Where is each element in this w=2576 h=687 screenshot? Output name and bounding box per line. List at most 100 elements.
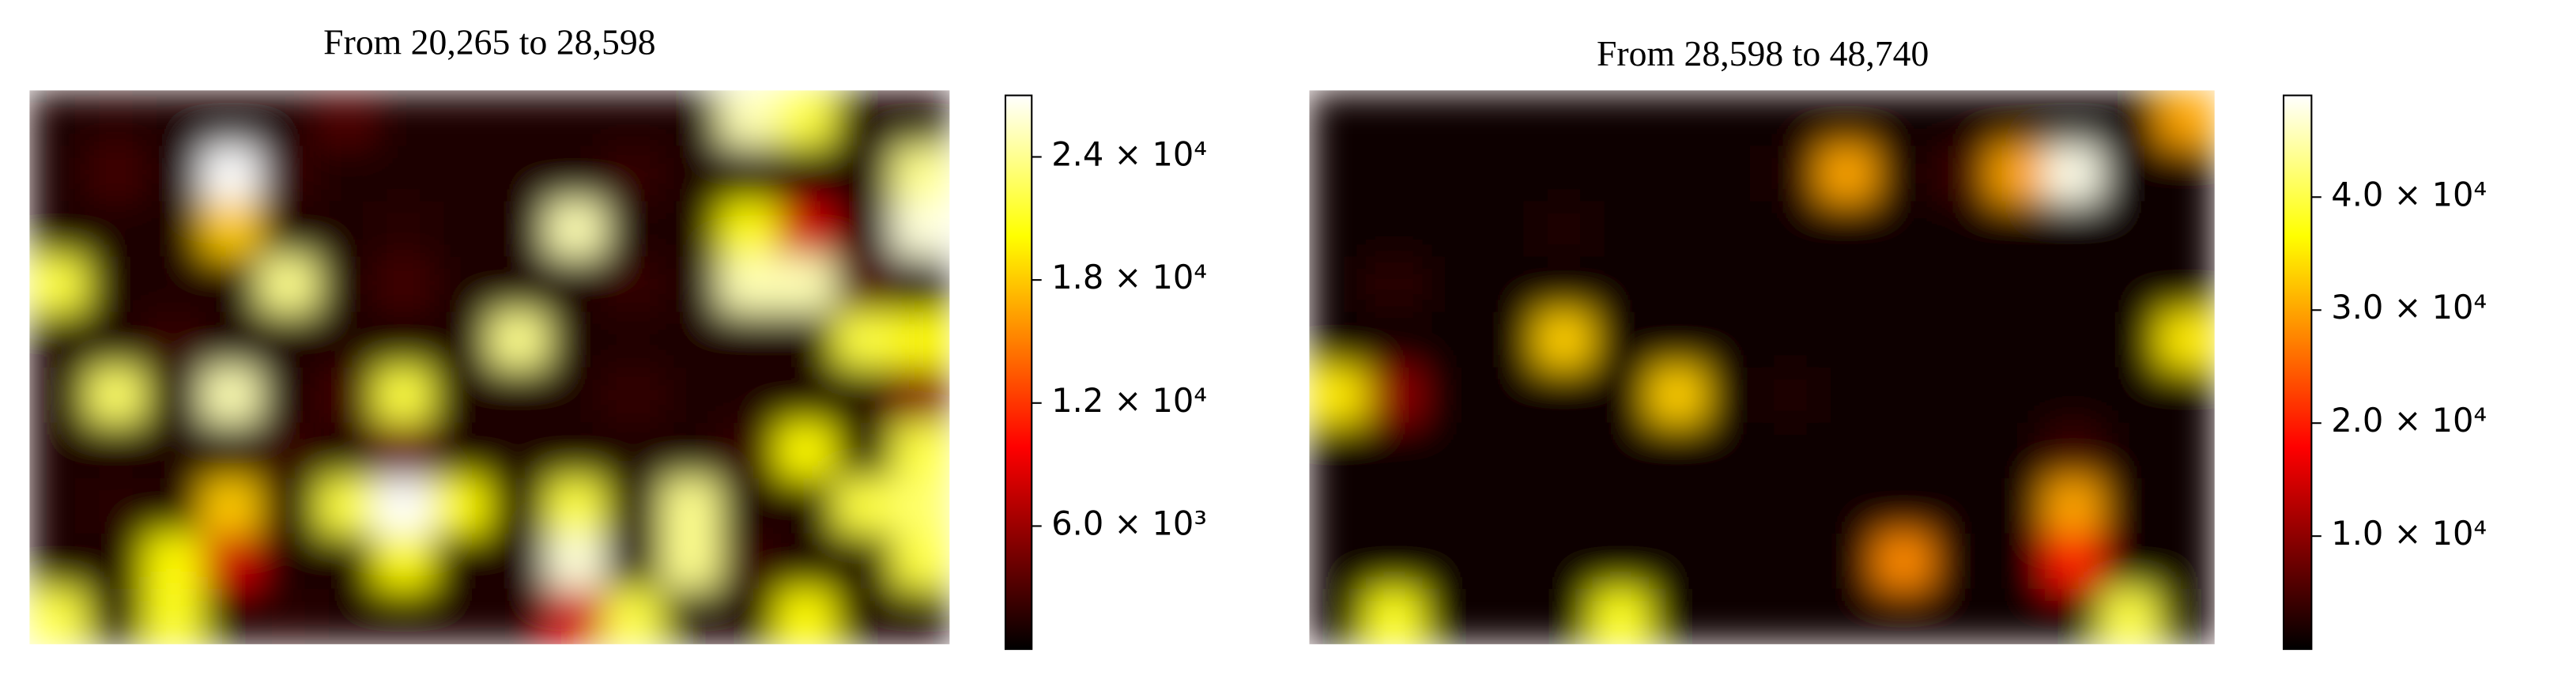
cell xyxy=(1988,145,2046,202)
cell xyxy=(604,478,663,534)
cell xyxy=(202,201,261,258)
cell xyxy=(2101,256,2159,313)
cell xyxy=(1818,367,1876,424)
cell xyxy=(892,588,950,644)
cell xyxy=(259,145,319,202)
cell xyxy=(432,311,491,368)
cell xyxy=(1988,422,2046,479)
cell xyxy=(1762,367,1820,424)
cell xyxy=(317,145,375,202)
cell xyxy=(29,533,89,590)
cell xyxy=(1479,256,1537,313)
cell xyxy=(317,588,375,644)
cell xyxy=(892,478,950,534)
colorbar-tick-label: 6.0 × 10³ xyxy=(1051,504,1207,542)
cell xyxy=(777,367,835,424)
cell xyxy=(29,201,89,258)
cell xyxy=(202,311,261,368)
cell xyxy=(202,367,261,424)
cell xyxy=(2158,311,2215,368)
cell xyxy=(892,367,950,424)
cell xyxy=(202,422,261,479)
cell xyxy=(87,422,145,479)
cell xyxy=(1648,311,1707,368)
cell xyxy=(1762,201,1820,258)
cell xyxy=(719,367,779,424)
cell xyxy=(1875,478,1933,534)
cell xyxy=(144,533,203,590)
cell xyxy=(834,145,893,202)
cell xyxy=(1479,367,1537,424)
cell xyxy=(2158,256,2215,313)
cell xyxy=(834,533,893,590)
cell xyxy=(2045,145,2103,202)
cell xyxy=(432,256,491,313)
cell xyxy=(834,588,893,644)
cell xyxy=(489,201,549,258)
cell xyxy=(374,201,433,258)
cell xyxy=(547,422,605,479)
cell xyxy=(29,422,89,479)
colorbar-tick-label: 3.0 × 10⁴ xyxy=(2331,288,2487,327)
cell xyxy=(834,367,893,424)
cell xyxy=(777,201,835,258)
cell xyxy=(1875,367,1933,424)
cell xyxy=(719,145,779,202)
cell xyxy=(317,201,375,258)
cell xyxy=(1762,311,1820,368)
cell xyxy=(489,422,549,479)
cell xyxy=(547,145,605,202)
cell xyxy=(1309,90,1367,147)
cell xyxy=(2158,533,2215,590)
cell xyxy=(317,422,375,479)
cell xyxy=(1648,533,1707,590)
colorbar-tick-label: 1.8 × 10⁴ xyxy=(1051,258,1207,296)
cell xyxy=(1479,90,1537,147)
cell xyxy=(1931,588,1990,644)
cell xyxy=(29,588,89,644)
cell xyxy=(2045,588,2103,644)
cell xyxy=(1648,588,1707,644)
cell xyxy=(662,90,721,147)
cell xyxy=(374,478,433,534)
cell xyxy=(1479,145,1537,202)
cell xyxy=(1705,256,1763,313)
cell xyxy=(1931,478,1990,534)
cell xyxy=(662,533,721,590)
cell xyxy=(1592,533,1650,590)
cell xyxy=(1875,145,1933,202)
cell xyxy=(719,422,779,479)
cell xyxy=(1875,533,1933,590)
cell xyxy=(1875,422,1933,479)
cell xyxy=(1988,588,2046,644)
cell xyxy=(2045,201,2103,258)
cell xyxy=(87,533,145,590)
cell xyxy=(202,478,261,534)
cell xyxy=(2158,145,2215,202)
cell xyxy=(374,533,433,590)
cell xyxy=(1818,533,1876,590)
heatmap-cells xyxy=(29,90,950,644)
cell xyxy=(144,422,203,479)
cell xyxy=(892,422,950,479)
cell xyxy=(1648,422,1707,479)
cell xyxy=(2101,201,2159,258)
cell xyxy=(777,256,835,313)
cell xyxy=(1931,533,1990,590)
cell xyxy=(374,422,433,479)
cell xyxy=(1931,256,1990,313)
cell xyxy=(547,533,605,590)
cell xyxy=(1931,201,1990,258)
cell xyxy=(1535,311,1593,368)
cell xyxy=(2045,90,2103,147)
cell xyxy=(1988,90,2046,147)
cell xyxy=(29,145,89,202)
cell xyxy=(29,367,89,424)
cell xyxy=(2101,90,2159,147)
cell xyxy=(87,367,145,424)
cell xyxy=(202,588,261,644)
cell xyxy=(1648,90,1707,147)
cell xyxy=(1875,90,1933,147)
cell xyxy=(1705,422,1763,479)
cell xyxy=(1535,588,1593,644)
